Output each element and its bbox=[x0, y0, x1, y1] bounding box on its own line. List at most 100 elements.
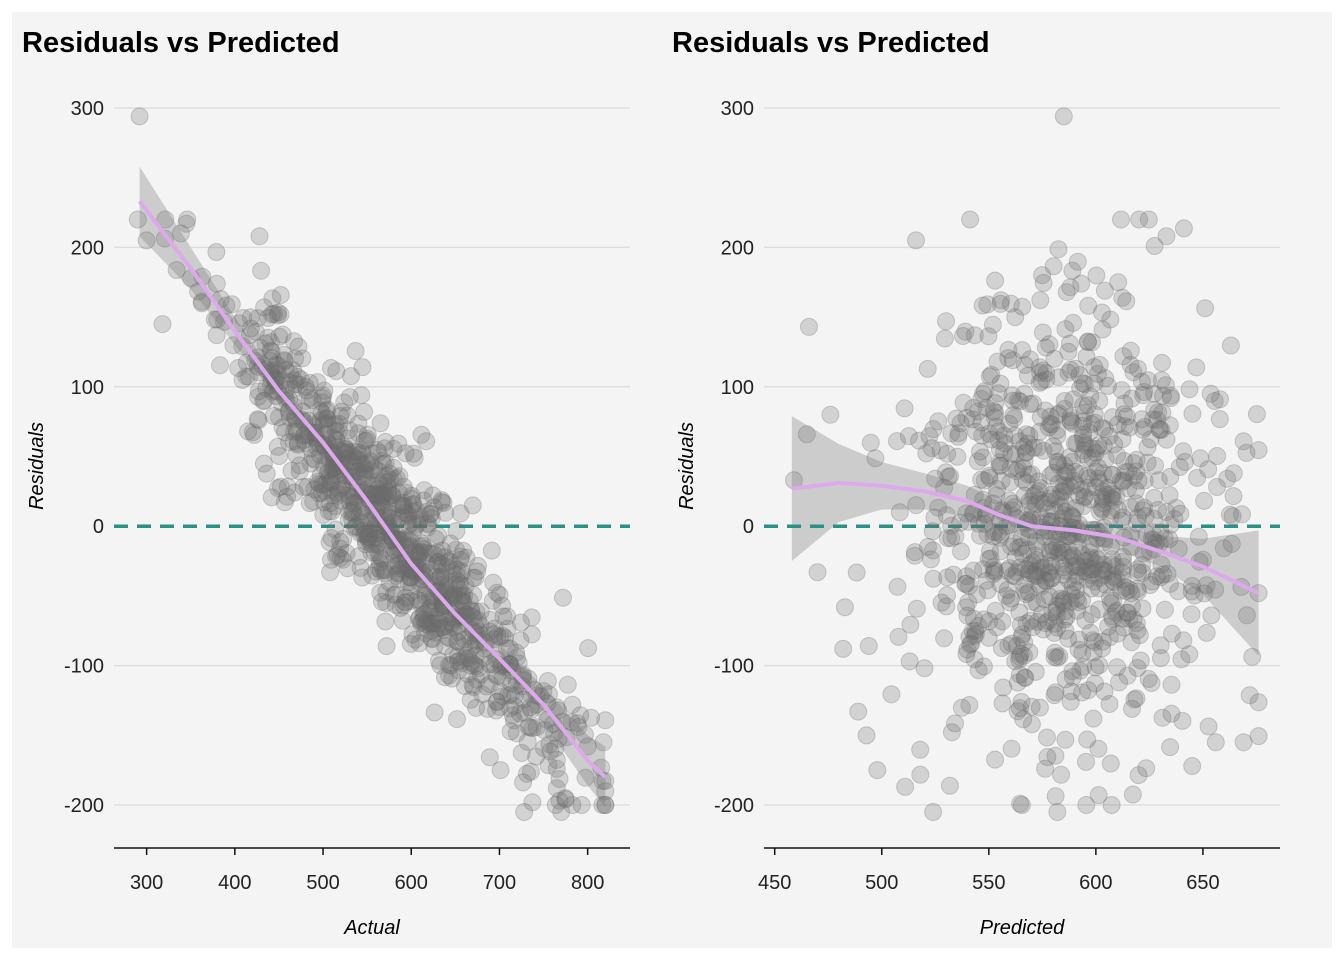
data-point bbox=[993, 612, 1012, 631]
data-point bbox=[1103, 465, 1122, 484]
data-point bbox=[958, 606, 977, 625]
data-point bbox=[1094, 494, 1113, 513]
data-point bbox=[1133, 556, 1151, 574]
data-point bbox=[1047, 606, 1066, 625]
data-point bbox=[417, 503, 435, 521]
data-point bbox=[1054, 594, 1073, 613]
data-point bbox=[1061, 412, 1080, 431]
data-point bbox=[1041, 543, 1060, 562]
data-point bbox=[973, 448, 992, 467]
data-point bbox=[461, 656, 480, 675]
data-point bbox=[1144, 509, 1163, 528]
data-point bbox=[410, 634, 429, 653]
data-point bbox=[1013, 470, 1032, 489]
data-point bbox=[1052, 482, 1071, 501]
data-point bbox=[821, 405, 840, 424]
data-point bbox=[974, 657, 993, 676]
data-point bbox=[1223, 507, 1242, 526]
data-point bbox=[411, 509, 430, 528]
data-point bbox=[425, 614, 444, 633]
y-axis-title: Residuals bbox=[676, 422, 698, 510]
data-point bbox=[297, 381, 316, 400]
data-point bbox=[417, 553, 436, 572]
data-point bbox=[395, 593, 414, 612]
data-point bbox=[1153, 353, 1171, 372]
data-point bbox=[1003, 386, 1022, 405]
x-axis-title: Predicted bbox=[980, 917, 1065, 939]
data-point bbox=[315, 381, 334, 400]
data-point bbox=[301, 454, 320, 473]
data-point bbox=[429, 552, 448, 571]
data-point bbox=[1103, 610, 1122, 629]
data-point bbox=[420, 544, 439, 563]
data-point bbox=[374, 455, 393, 473]
data-point bbox=[273, 325, 292, 344]
data-point bbox=[992, 471, 1011, 490]
data-point bbox=[291, 370, 310, 389]
data-point bbox=[1018, 366, 1037, 385]
data-point bbox=[1152, 555, 1171, 574]
data-point bbox=[370, 536, 389, 555]
data-point bbox=[285, 332, 303, 351]
data-point bbox=[1112, 210, 1130, 229]
data-point bbox=[975, 610, 993, 629]
data-point bbox=[895, 399, 914, 418]
data-point bbox=[239, 422, 258, 441]
data-point bbox=[949, 424, 968, 443]
data-point bbox=[1010, 603, 1029, 622]
data-point bbox=[1149, 501, 1167, 519]
data-point bbox=[968, 452, 987, 471]
data-point bbox=[1147, 567, 1166, 586]
data-point bbox=[451, 591, 470, 610]
data-point bbox=[344, 457, 363, 476]
data-point bbox=[1107, 569, 1126, 588]
data-point bbox=[332, 402, 351, 421]
data-point bbox=[1116, 578, 1135, 597]
data-point bbox=[389, 564, 408, 583]
data-point bbox=[1224, 487, 1243, 506]
data-point bbox=[1057, 283, 1076, 302]
data-point bbox=[1099, 617, 1118, 636]
data-point bbox=[376, 454, 395, 473]
data-point bbox=[937, 312, 955, 331]
data-point bbox=[1096, 369, 1115, 388]
smooth-trend-line bbox=[791, 480, 1260, 595]
data-point bbox=[1028, 594, 1046, 613]
data-point bbox=[1078, 332, 1097, 351]
data-point bbox=[986, 394, 1005, 413]
data-point bbox=[271, 305, 290, 324]
data-point bbox=[452, 564, 471, 583]
data-point bbox=[380, 464, 399, 483]
data-point bbox=[433, 595, 452, 614]
data-point bbox=[1031, 479, 1050, 498]
data-point bbox=[521, 718, 540, 737]
data-point bbox=[923, 522, 942, 541]
data-point bbox=[1094, 566, 1113, 585]
data-point bbox=[318, 464, 337, 482]
data-point bbox=[1101, 754, 1120, 773]
data-point bbox=[306, 429, 325, 448]
data-point bbox=[386, 585, 405, 604]
data-point bbox=[462, 602, 481, 621]
data-point bbox=[1064, 557, 1083, 576]
data-point bbox=[1240, 686, 1259, 705]
y-tick-label: 300 bbox=[721, 98, 754, 120]
data-point bbox=[521, 762, 540, 781]
gridlines bbox=[764, 107, 1280, 806]
data-point bbox=[491, 761, 510, 780]
data-point bbox=[1108, 415, 1127, 434]
data-point bbox=[1038, 728, 1056, 747]
data-point bbox=[1195, 491, 1214, 510]
data-point bbox=[1038, 499, 1056, 518]
data-point bbox=[1051, 488, 1070, 507]
data-point bbox=[978, 581, 997, 600]
data-point bbox=[961, 210, 980, 229]
data-point bbox=[365, 458, 384, 477]
data-point bbox=[305, 417, 324, 436]
data-point bbox=[324, 428, 343, 447]
data-point bbox=[1012, 692, 1031, 711]
data-point bbox=[340, 492, 359, 511]
x-tick-label: 800 bbox=[571, 872, 604, 894]
data-point bbox=[257, 464, 276, 483]
data-point bbox=[1114, 558, 1133, 576]
